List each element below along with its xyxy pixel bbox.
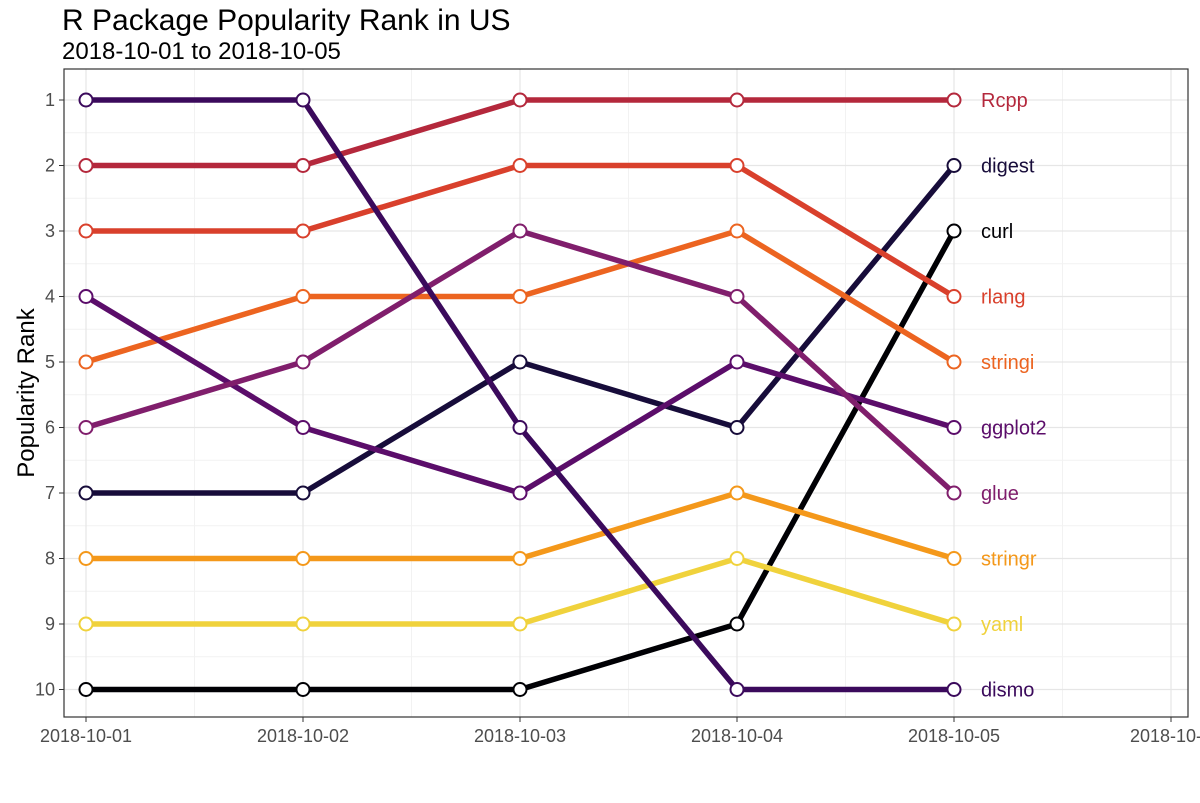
series-points: [78, 92, 962, 697]
y-tick-label: 5: [45, 352, 55, 372]
data-point-digest: [295, 485, 311, 501]
chart-subtitle: 2018-10-01 to 2018-10-05: [62, 38, 341, 65]
data-point-yaml: [946, 616, 962, 632]
data-point-stringr: [512, 551, 528, 566]
y-axis: 1 2 3 4 5 6 7 8 9 10: [35, 90, 64, 700]
data-point-dismo: [729, 682, 745, 697]
x-tick-label: 2018-10-02: [257, 726, 349, 746]
data-point-yaml: [295, 616, 311, 632]
series-end-labels: Rcpp digest curl rlang stringi ggplot2 glue str…: [981, 90, 1047, 702]
data-point-stringr: [78, 551, 94, 566]
data-point-dismo: [512, 420, 528, 435]
data-point-Rcpp: [295, 158, 311, 173]
data-point-stringi: [78, 354, 94, 370]
series-label-rlang: rlang: [981, 287, 1025, 309]
data-point-yaml: [729, 551, 745, 566]
y-tick-label: 7: [45, 483, 55, 503]
data-point-ggplot2: [295, 420, 311, 435]
data-point-digest: [946, 158, 962, 173]
data-point-rlang: [78, 223, 94, 239]
data-point-glue: [512, 223, 528, 239]
data-point-stringr: [295, 551, 311, 566]
x-axis: 2018-10-01 2018-10-02 2018-10-03 2018-10-04…: [40, 717, 1200, 746]
x-tick-label: 2018-10-01: [40, 726, 132, 746]
data-point-Rcpp: [512, 92, 528, 108]
y-tick-label: 8: [45, 549, 55, 569]
data-point-ggplot2: [512, 485, 528, 501]
data-point-curl: [729, 616, 745, 632]
data-point-glue: [729, 289, 745, 304]
series-label-curl: curl: [981, 221, 1013, 243]
x-tick-label: 2018-10-0: [1130, 726, 1200, 746]
x-tick-label: 2018-10-04: [691, 726, 783, 746]
data-point-glue: [78, 420, 94, 435]
data-point-rlang: [512, 158, 528, 173]
data-point-dismo: [78, 92, 94, 108]
data-point-Rcpp: [78, 158, 94, 173]
series-label-Rcpp: Rcpp: [981, 90, 1028, 112]
y-axis-title: Popularity Rank: [13, 307, 40, 477]
series-label-yaml: yaml: [981, 614, 1023, 636]
data-point-rlang: [729, 158, 745, 173]
data-point-ggplot2: [729, 354, 745, 370]
y-tick-label: 3: [45, 221, 55, 241]
data-point-curl: [512, 682, 528, 697]
series-label-stringr: stringr: [981, 549, 1037, 571]
data-point-curl: [295, 682, 311, 697]
data-point-stringi: [295, 289, 311, 304]
series-label-ggplot2: ggplot2: [981, 418, 1047, 440]
data-point-stringi: [946, 354, 962, 370]
y-tick-label: 9: [45, 614, 55, 634]
series-label-digest: digest: [981, 156, 1035, 178]
data-point-yaml: [512, 616, 528, 632]
series-label-dismo: dismo: [981, 680, 1034, 702]
data-point-stringr: [729, 485, 745, 501]
panel-border: [63, 68, 1189, 718]
data-point-digest: [729, 420, 745, 435]
chart-title: R Package Popularity Rank in US: [62, 4, 511, 37]
data-point-dismo: [295, 92, 311, 108]
series-label-stringi: stringi: [981, 352, 1034, 374]
data-point-curl: [946, 223, 962, 239]
data-point-Rcpp: [729, 92, 745, 108]
y-tick-label: 2: [45, 156, 55, 176]
series-layer: [78, 92, 962, 697]
data-point-digest: [78, 485, 94, 501]
data-point-ggplot2: [946, 420, 962, 435]
data-point-digest: [512, 354, 528, 370]
y-tick-label: 4: [45, 287, 55, 307]
data-point-stringi: [729, 223, 745, 239]
data-point-rlang: [295, 223, 311, 239]
y-tick-label: 1: [45, 90, 55, 110]
x-tick-label: 2018-10-05: [908, 726, 1000, 746]
data-point-glue: [295, 354, 311, 370]
x-tick-label: 2018-10-03: [474, 726, 566, 746]
data-point-Rcpp: [946, 92, 962, 108]
data-point-ggplot2: [78, 289, 94, 304]
data-point-dismo: [946, 682, 962, 697]
data-point-glue: [946, 485, 962, 501]
series-label-glue: glue: [981, 483, 1019, 505]
y-tick-label: 6: [45, 418, 55, 438]
data-point-yaml: [78, 616, 94, 632]
y-tick-label: 10: [35, 680, 55, 700]
data-point-stringi: [512, 289, 528, 304]
data-point-stringr: [946, 551, 962, 566]
data-point-curl: [78, 682, 94, 697]
data-point-rlang: [946, 289, 962, 304]
